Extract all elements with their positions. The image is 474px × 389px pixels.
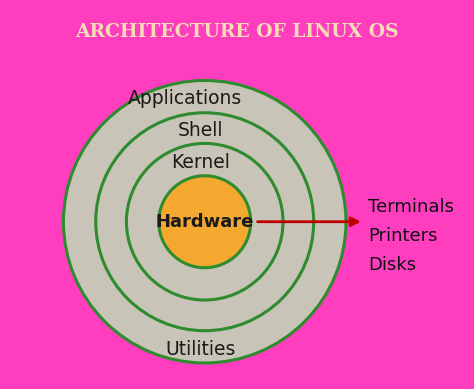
Text: Applications: Applications (128, 89, 242, 108)
Text: Kernel: Kernel (171, 153, 230, 172)
Text: Shell: Shell (178, 121, 223, 140)
Text: Hardware: Hardware (155, 213, 254, 231)
Circle shape (127, 144, 283, 300)
Text: Terminals: Terminals (368, 198, 454, 216)
Text: Printers: Printers (368, 227, 437, 245)
Circle shape (96, 113, 314, 331)
Text: Disks: Disks (368, 256, 416, 274)
Circle shape (159, 176, 251, 268)
Text: ARCHITECTURE OF LINUX OS: ARCHITECTURE OF LINUX OS (75, 23, 399, 41)
Circle shape (64, 81, 346, 363)
Text: Utilities: Utilities (165, 340, 236, 359)
